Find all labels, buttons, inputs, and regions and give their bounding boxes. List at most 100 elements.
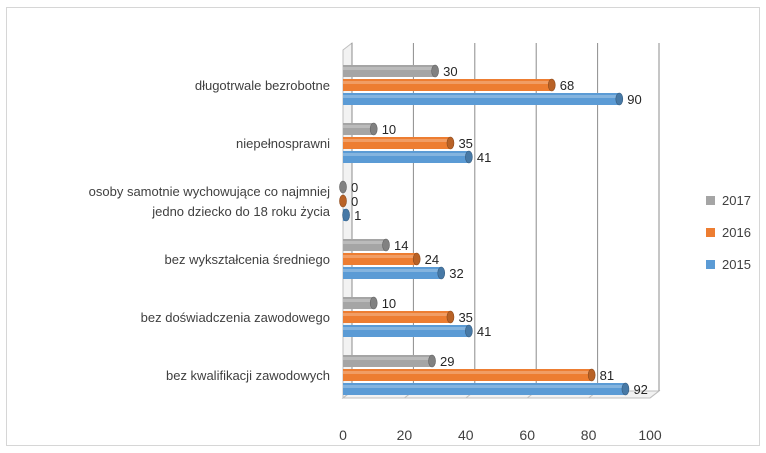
bar-body [343,355,433,367]
data-label: 14 [394,238,408,253]
bar-2015: 41 [343,324,491,339]
bar-2017: 30 [343,64,458,79]
bar-cap [382,238,390,252]
category-label: bez wykształcenia średniego [165,252,330,267]
bar-2016: 35 [343,136,473,151]
bar-cap [412,252,421,266]
bar-body [343,151,469,163]
bar-highlight [343,95,620,98]
bar-cap [342,208,350,222]
bar-2015: 1 [342,208,361,223]
data-label: 92 [633,382,647,397]
bar-body [343,65,436,77]
bar-cap [369,122,378,136]
bar-cap [437,266,446,280]
bar-2015: 92 [343,382,648,397]
legend-item-2017: 2017 [706,193,751,208]
bar-2017: 10 [343,296,396,311]
bar-2016: 0 [339,194,358,209]
bar-highlight [343,81,552,84]
bar-body [343,383,626,395]
legend-swatch [706,196,715,205]
bar-cap [615,92,624,106]
bar-2016: 24 [343,252,439,267]
bar-body [343,93,620,105]
bar-cap [621,382,630,396]
bar-cap [547,78,556,92]
bar-body [343,79,552,91]
category-label: niepełnosprawni [236,136,330,151]
bar-body [343,297,374,309]
bar-cap [339,180,347,194]
bar-2016: 81 [343,368,614,383]
bar-2015: 90 [343,92,642,107]
legend-label: 2015 [722,257,751,272]
bar-cap [446,310,455,324]
bar-highlight [343,371,592,374]
data-label: 1 [354,208,361,223]
data-label: 35 [458,310,472,325]
data-label: 24 [425,252,439,267]
data-label: 0 [351,180,358,195]
x-axis-ticks: 0 20 40 60 80 100 [339,427,662,443]
data-label: 81 [600,368,614,383]
x-tick-label: 60 [519,427,535,443]
bar-highlight [343,269,442,272]
legend-label: 2017 [722,193,751,208]
legend-swatch [706,228,715,237]
bar-2015: 32 [343,266,464,281]
bar-cap [431,64,439,78]
data-label: 30 [443,64,457,79]
bar-2016: 68 [343,78,574,93]
legend-label: 2016 [722,225,751,240]
bar-cap [369,296,378,310]
bar-body [343,123,374,135]
bar-cap [465,324,473,338]
category-label: długotrwale bezrobotne [195,78,330,93]
x-tick-label: 100 [638,427,662,443]
bar-2017: 0 [339,180,358,195]
data-label: 90 [627,92,641,107]
bar-body [343,325,469,337]
x-tick-label: 0 [339,427,347,443]
data-label: 0 [351,194,358,209]
bar-highlight [343,67,436,70]
legend-item-2016: 2016 [706,225,751,240]
bar-2017: 29 [343,354,454,369]
bar-2017: 10 [343,122,396,137]
legend-swatch [706,260,715,269]
data-label: 41 [477,150,491,165]
grid-floor-line [649,390,660,399]
bar-2016: 35 [343,310,473,325]
bar-cap [465,150,473,164]
bar-highlight [343,385,626,388]
data-label: 10 [382,122,396,137]
bar-highlight [343,125,374,128]
bar-highlight [343,139,451,142]
category-labels: bez kwalifikacji zawodowych bez doświadcz… [89,78,331,383]
x-tick-label: 20 [397,427,413,443]
bar-cap [428,354,436,368]
bar-body [343,137,451,149]
data-label: 32 [449,266,463,281]
bar-body [343,239,386,251]
data-label: 10 [382,296,396,311]
bar-body [343,253,417,265]
bar-highlight [343,313,451,316]
bar-cap [339,194,347,208]
data-label: 41 [477,324,491,339]
legend: 2017 2016 2015 [706,193,751,272]
bar-highlight [343,299,374,302]
bar-2015: 41 [343,150,491,165]
category-label: osoby samotnie wychowujące co najmniej je… [89,184,331,219]
category-label: bez kwalifikacji zawodowych [166,368,330,383]
bar-highlight [343,255,417,258]
data-label: 35 [458,136,472,151]
x-tick-label: 80 [581,427,597,443]
bar-cap [587,368,596,382]
bar-cap [446,136,455,150]
bar-body [343,267,442,279]
bar-highlight [343,153,469,156]
